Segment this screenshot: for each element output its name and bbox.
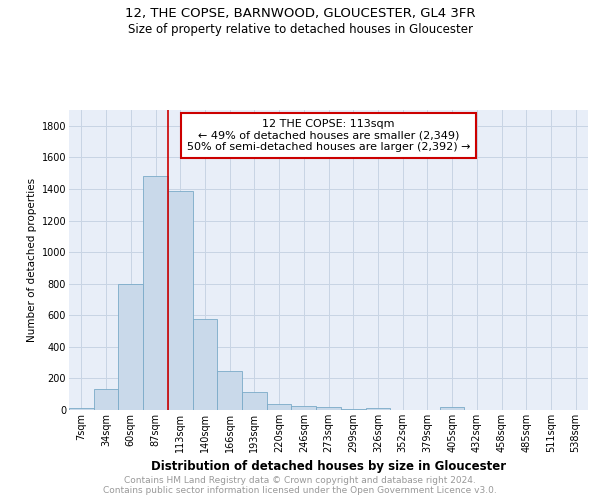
Text: Contains HM Land Registry data © Crown copyright and database right 2024.
Contai: Contains HM Land Registry data © Crown c…: [103, 476, 497, 495]
Bar: [118, 284, 143, 410]
Bar: [94, 388, 118, 410]
Bar: [69, 408, 94, 410]
Y-axis label: Number of detached properties: Number of detached properties: [28, 178, 37, 342]
Bar: [341, 409, 365, 410]
Bar: [143, 176, 168, 410]
Bar: [365, 408, 390, 410]
Bar: [267, 404, 292, 410]
Bar: [217, 371, 242, 410]
Bar: [440, 407, 464, 410]
Text: 12, THE COPSE, BARNWOOD, GLOUCESTER, GL4 3FR: 12, THE COPSE, BARNWOOD, GLOUCESTER, GL4…: [125, 8, 475, 20]
X-axis label: Distribution of detached houses by size in Gloucester: Distribution of detached houses by size …: [151, 460, 506, 473]
Bar: [316, 407, 341, 410]
Text: 12 THE COPSE: 113sqm
← 49% of detached houses are smaller (2,349)
50% of semi-de: 12 THE COPSE: 113sqm ← 49% of detached h…: [187, 119, 470, 152]
Bar: [168, 190, 193, 410]
Bar: [292, 406, 316, 410]
Bar: [242, 392, 267, 410]
Text: Size of property relative to detached houses in Gloucester: Size of property relative to detached ho…: [128, 22, 473, 36]
Bar: [193, 319, 217, 410]
